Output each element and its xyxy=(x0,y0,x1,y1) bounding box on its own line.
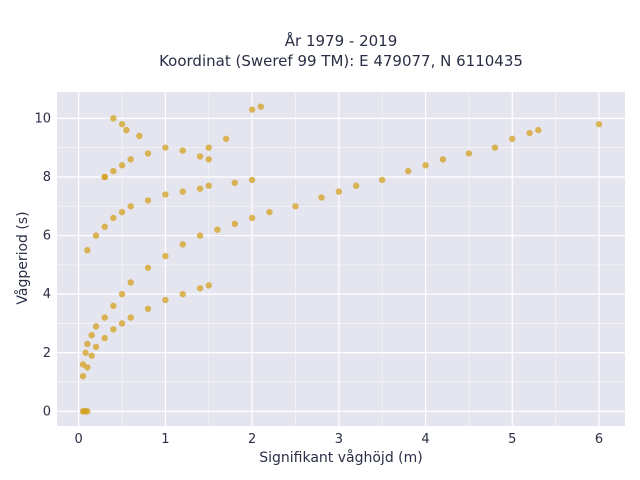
plot-background xyxy=(57,92,625,426)
data-point xyxy=(110,115,117,122)
data-point xyxy=(196,285,204,292)
y-tick-label: 6 xyxy=(43,229,51,244)
data-point xyxy=(248,176,256,184)
data-point xyxy=(110,302,117,310)
data-point xyxy=(266,208,273,216)
x-tick-label: 0 xyxy=(75,432,83,447)
data-point xyxy=(378,176,386,184)
y-tick-labels: 0 2 4 6 8 10 xyxy=(34,111,51,419)
data-point xyxy=(127,314,134,321)
chart-title-line-1: År 1979 - 2019 xyxy=(285,31,398,50)
y-tick-label: 2 xyxy=(43,346,51,361)
data-point xyxy=(101,314,108,321)
data-point xyxy=(179,147,186,154)
data-point xyxy=(231,179,238,187)
data-point xyxy=(110,167,117,175)
data-point xyxy=(196,185,204,192)
data-point xyxy=(162,252,169,260)
data-point xyxy=(205,144,212,151)
data-points xyxy=(79,103,603,415)
data-point xyxy=(179,188,186,195)
x-tick-label: 2 xyxy=(248,432,256,447)
x-tick-label: 3 xyxy=(335,432,343,447)
data-point xyxy=(144,305,152,313)
data-point xyxy=(205,282,212,289)
data-point xyxy=(144,264,152,271)
data-point xyxy=(84,340,91,348)
data-point xyxy=(465,150,473,157)
data-point xyxy=(196,153,204,160)
data-point xyxy=(118,208,126,216)
data-point xyxy=(526,129,533,137)
data-point xyxy=(405,167,412,175)
data-point xyxy=(84,247,91,254)
data-point xyxy=(88,331,95,339)
data-point xyxy=(92,232,100,239)
data-point xyxy=(352,182,360,189)
data-point xyxy=(92,343,100,351)
data-point xyxy=(248,214,256,222)
data-point xyxy=(231,220,238,228)
data-point xyxy=(214,226,221,233)
data-point xyxy=(101,334,108,342)
data-point xyxy=(118,290,126,298)
x-axis-title: Signifikant våghöjd (m) xyxy=(259,449,422,466)
y-tick-label: 0 xyxy=(43,404,51,419)
data-point xyxy=(422,162,429,169)
data-point xyxy=(248,106,256,113)
data-point xyxy=(335,188,343,195)
data-point xyxy=(127,203,134,210)
data-point xyxy=(110,326,117,333)
x-tick-label: 1 xyxy=(161,432,169,447)
data-point xyxy=(82,349,89,356)
data-point xyxy=(144,197,152,204)
x-tick-label: 5 xyxy=(508,432,516,447)
y-axis-title: Vågperiod (s) xyxy=(14,211,31,304)
data-point xyxy=(127,156,134,163)
x-tick-label: 4 xyxy=(421,432,429,447)
data-point xyxy=(123,126,130,134)
data-point xyxy=(88,352,95,359)
data-point xyxy=(127,279,134,286)
x-tick-label: 6 xyxy=(595,432,603,447)
data-point xyxy=(118,121,126,128)
data-point xyxy=(196,232,204,239)
data-point xyxy=(205,182,212,189)
data-point xyxy=(179,290,186,298)
data-point xyxy=(205,156,212,163)
data-point xyxy=(318,194,325,201)
data-point xyxy=(80,408,88,415)
y-tick-label: 8 xyxy=(43,170,51,185)
data-point xyxy=(162,191,169,198)
data-point xyxy=(257,103,264,110)
data-point xyxy=(595,121,603,128)
data-point xyxy=(118,162,126,169)
data-point xyxy=(101,173,108,181)
y-tick-label: 10 xyxy=(34,111,51,126)
data-point xyxy=(222,135,230,143)
data-point xyxy=(162,296,169,304)
data-point xyxy=(292,203,299,210)
chart-title-line-2: Koordinat (Sweref 99 TM): E 479077, N 61… xyxy=(159,52,523,70)
data-point xyxy=(439,156,447,163)
data-point xyxy=(92,323,100,330)
data-point xyxy=(110,214,117,222)
data-point xyxy=(84,364,91,371)
data-point xyxy=(162,144,169,151)
data-point xyxy=(535,126,542,134)
data-point xyxy=(509,135,516,143)
data-point xyxy=(144,150,152,157)
data-point xyxy=(179,241,186,248)
y-tick-label: 4 xyxy=(43,287,51,302)
data-point xyxy=(491,144,499,151)
data-point xyxy=(118,320,126,327)
data-point xyxy=(101,223,108,230)
data-point xyxy=(79,372,87,380)
x-tick-labels: 0 1 2 3 4 5 6 xyxy=(75,432,604,447)
data-point xyxy=(136,132,143,140)
